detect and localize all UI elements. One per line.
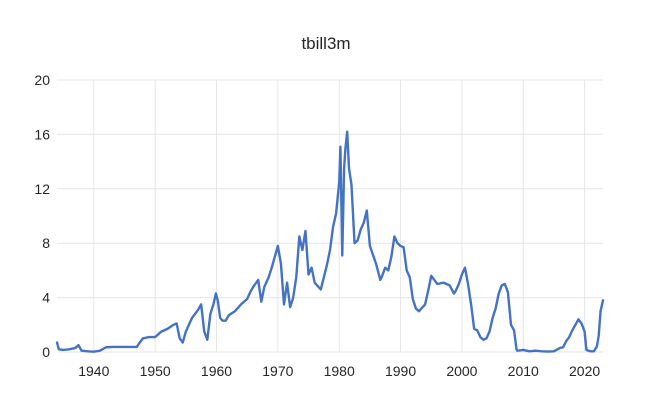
y-tick-label: 4	[42, 290, 50, 306]
chart-title: tbill3m	[301, 34, 350, 53]
grid	[57, 79, 603, 353]
series-layer	[55, 130, 605, 353]
x-tick-label: 1950	[140, 363, 171, 379]
y-tick-label: 20	[34, 72, 50, 88]
x-tick-label: 2000	[446, 363, 477, 379]
x-tick-label: 1970	[262, 363, 293, 379]
series-line-0	[55, 130, 605, 353]
x-tick-label: 1980	[324, 363, 355, 379]
x-tick-label: 1940	[78, 363, 109, 379]
y-tick-label: 16	[34, 126, 50, 142]
y-tick-label: 8	[42, 235, 50, 251]
x-tick-label: 2020	[569, 363, 600, 379]
y-tick-label: 12	[34, 181, 50, 197]
x-tick-label: 2010	[508, 363, 539, 379]
x-tick-label: 1990	[385, 363, 416, 379]
x-tick-label: 1960	[201, 363, 232, 379]
axis-ticks: 0 4 8 12 16 20 1940 1950 1960 1970 1980 1990 2000 201…	[34, 72, 600, 379]
y-tick-label: 0	[42, 344, 50, 360]
